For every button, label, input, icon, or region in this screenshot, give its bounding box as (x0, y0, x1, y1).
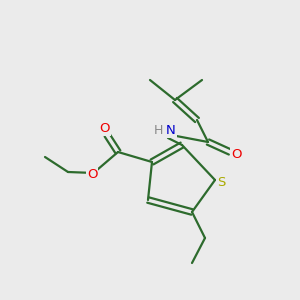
Text: O: O (231, 148, 241, 160)
Text: O: O (87, 169, 97, 182)
Text: H: H (153, 124, 163, 137)
Text: N: N (166, 124, 176, 136)
Text: O: O (100, 122, 110, 134)
Text: S: S (217, 176, 225, 188)
